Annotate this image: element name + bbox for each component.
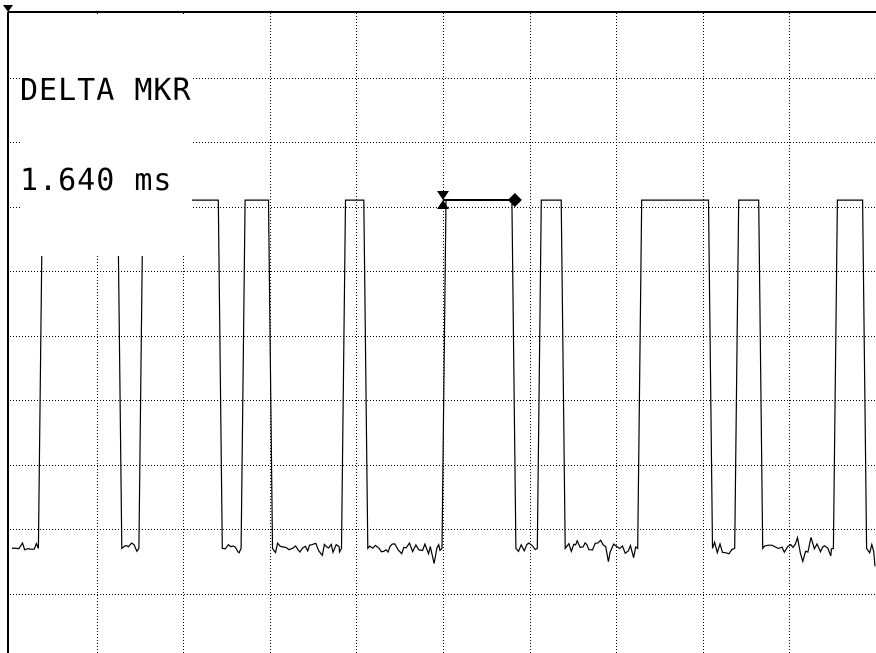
reference-marker-hourglass-icon[interactable] bbox=[437, 191, 449, 210]
marker-mode-label: DELTA MKR bbox=[20, 73, 192, 108]
delta-marker-diamond-icon[interactable] bbox=[507, 193, 522, 208]
marker-readout: DELTA MKR 1.640 ms bbox=[20, 16, 192, 256]
signal-trace bbox=[11, 199, 876, 567]
screen-frame bbox=[7, 11, 876, 653]
marker-delta-value: 1.640 ms bbox=[20, 163, 173, 198]
delta-marker-group[interactable] bbox=[437, 191, 522, 210]
reference-level-arrow-icon bbox=[3, 5, 13, 12]
